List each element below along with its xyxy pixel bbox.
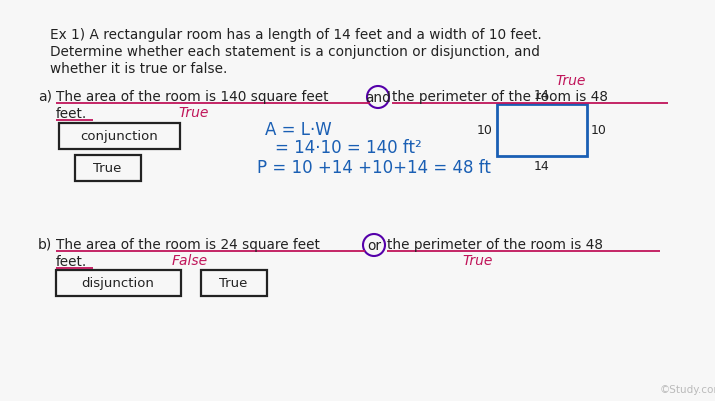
Text: feet.: feet. — [56, 107, 87, 121]
FancyBboxPatch shape — [74, 155, 141, 181]
Text: and: and — [365, 91, 391, 105]
Text: feet.: feet. — [56, 254, 87, 268]
FancyBboxPatch shape — [59, 123, 179, 149]
Text: the perimeter of the room is 48: the perimeter of the room is 48 — [392, 90, 608, 104]
Text: a): a) — [38, 90, 52, 104]
Text: 14: 14 — [534, 89, 550, 102]
Text: b): b) — [38, 237, 52, 251]
Text: 10: 10 — [591, 124, 607, 137]
Text: ©Study.com: ©Study.com — [660, 384, 715, 394]
FancyBboxPatch shape — [497, 105, 587, 157]
FancyBboxPatch shape — [56, 270, 180, 296]
Text: Determine whether each statement is a conjunction or disjunction, and: Determine whether each statement is a co… — [50, 45, 540, 59]
Text: True: True — [178, 106, 208, 120]
Text: 10: 10 — [477, 124, 493, 137]
Text: A = L·W: A = L·W — [265, 121, 332, 139]
Text: P = 10 +14 +10+14 = 48 ft: P = 10 +14 +10+14 = 48 ft — [257, 159, 491, 176]
Text: False: False — [172, 253, 208, 267]
Text: True: True — [219, 276, 247, 289]
Text: = 14·10 = 140 ft²: = 14·10 = 140 ft² — [275, 139, 422, 157]
Text: the perimeter of the room is 48: the perimeter of the room is 48 — [387, 237, 603, 251]
FancyBboxPatch shape — [200, 270, 267, 296]
Text: True: True — [93, 162, 121, 174]
Text: or: or — [367, 239, 381, 252]
Text: The area of the room is 140 square feet: The area of the room is 140 square feet — [56, 90, 328, 104]
Text: The area of the room is 24 square feet: The area of the room is 24 square feet — [56, 237, 320, 251]
Text: True: True — [462, 253, 493, 267]
Text: whether it is true or false.: whether it is true or false. — [50, 62, 227, 76]
Text: conjunction: conjunction — [80, 130, 158, 143]
Text: Ex 1) A rectangular room has a length of 14 feet and a width of 10 feet.: Ex 1) A rectangular room has a length of… — [50, 28, 542, 42]
Text: True: True — [555, 74, 586, 88]
Text: disjunction: disjunction — [82, 276, 154, 289]
Text: 14: 14 — [534, 160, 550, 172]
